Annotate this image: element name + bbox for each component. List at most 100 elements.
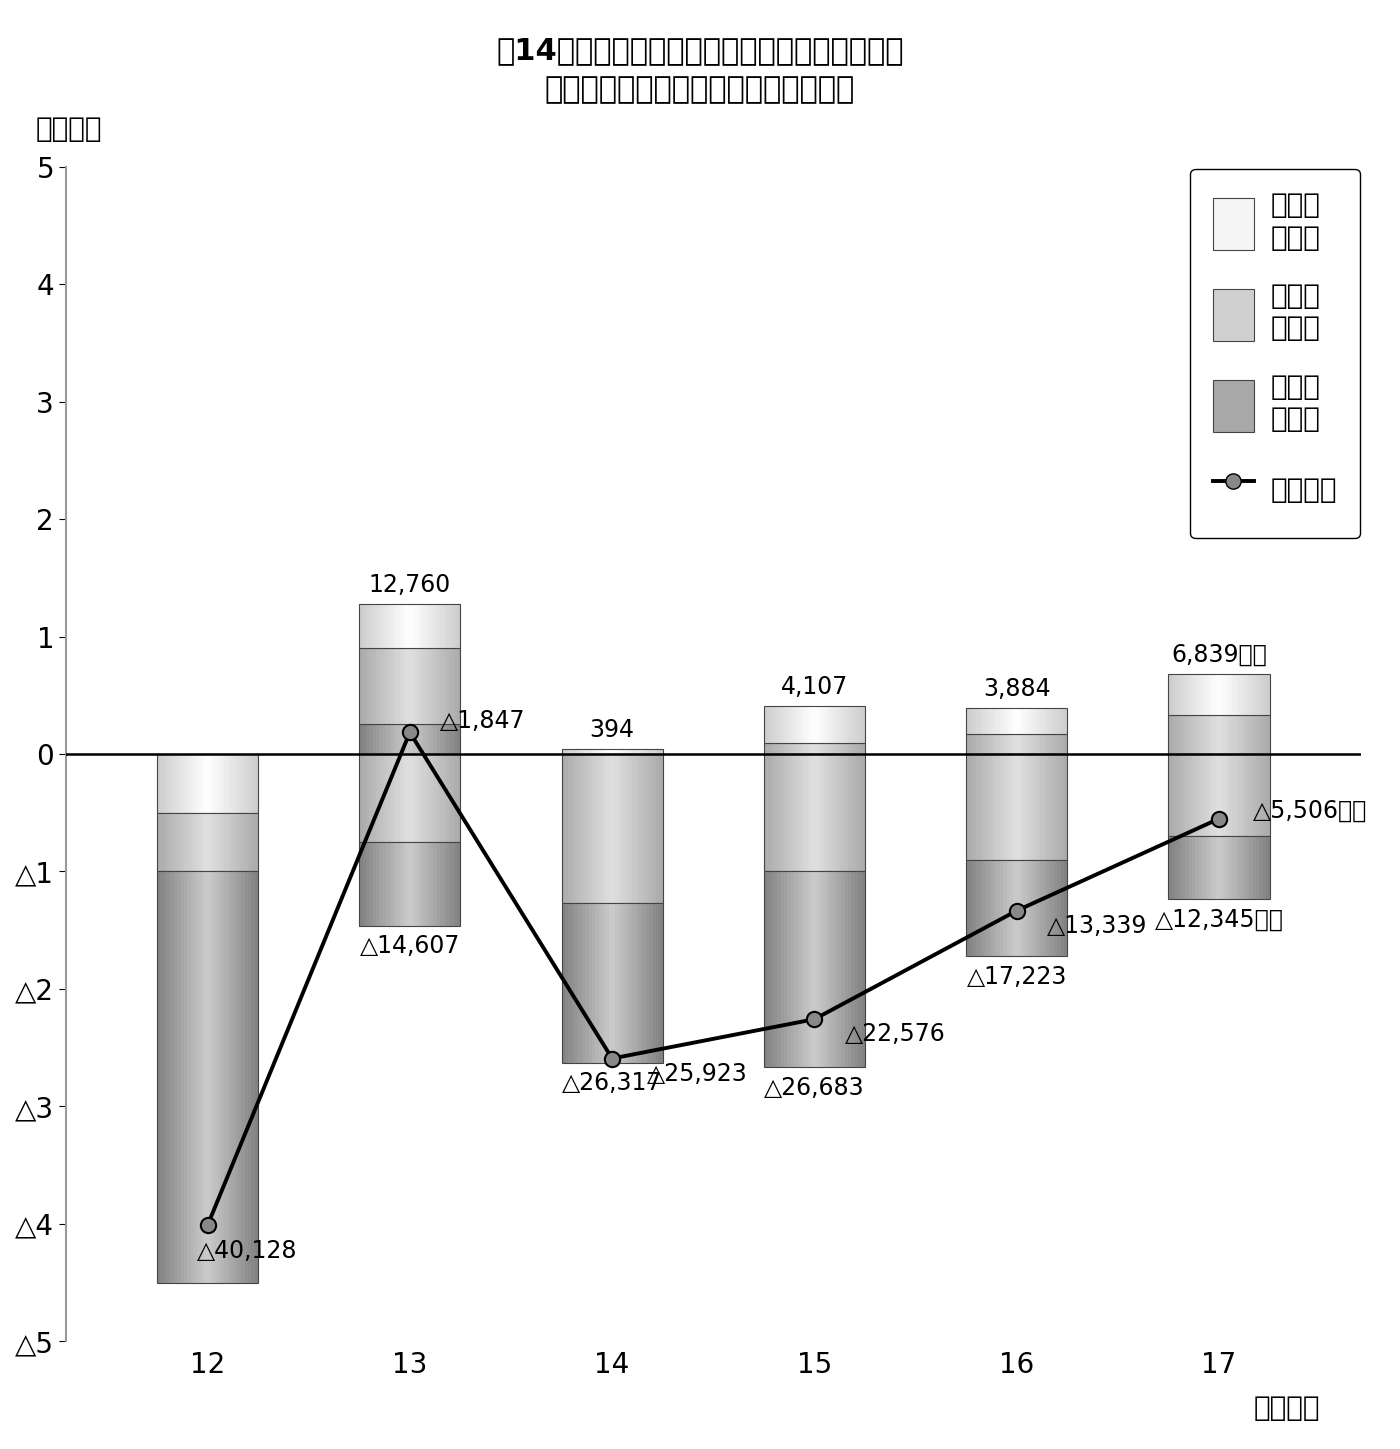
Bar [804,743,808,753]
Bar [183,753,188,813]
Bar [822,706,825,743]
Bar [231,871,235,1282]
Bar [808,743,811,753]
Bar [1253,674,1256,714]
Bar [798,743,801,753]
Bar [1208,753,1212,836]
Bar [252,871,255,1282]
Bar [839,706,841,743]
Bar [1169,714,1270,753]
Bar [764,871,865,1068]
Bar [1256,753,1260,836]
Bar [650,753,652,903]
Bar [804,871,808,1068]
Bar [1203,836,1205,898]
Bar [841,753,844,871]
Bar [781,743,784,753]
Bar [382,842,386,926]
Bar [1186,714,1189,753]
Bar [993,709,997,735]
Bar [605,753,609,903]
Bar [1043,709,1047,735]
Bar [444,724,447,753]
Bar [451,724,454,753]
Bar [410,724,413,753]
Bar [784,743,787,753]
Bar [582,749,585,753]
Bar [844,706,848,743]
Bar [360,604,461,648]
Bar [1186,674,1189,714]
Bar [855,743,858,753]
Bar [973,709,976,735]
Bar [427,604,430,648]
Bar [396,724,400,753]
Bar [1222,674,1226,714]
Bar [200,753,204,813]
Bar [456,753,461,842]
Bar [834,743,839,753]
Bar [983,709,987,735]
Bar [451,753,454,842]
Bar [815,871,818,1068]
Bar [1191,714,1196,753]
Bar [437,724,440,753]
Bar [1246,836,1249,898]
Bar [774,743,777,753]
Bar [1212,836,1215,898]
Bar [1266,674,1270,714]
Bar [238,753,241,813]
Bar [1023,709,1026,735]
Bar [839,743,841,753]
Bar [171,813,174,871]
Bar [1222,753,1226,836]
Bar [440,753,444,842]
Bar [1263,836,1266,898]
Bar [1208,714,1212,753]
Bar [633,749,636,753]
Bar [360,724,461,753]
Bar [1023,735,1026,753]
Bar [1239,836,1243,898]
Bar [774,706,777,743]
Bar [1004,735,1007,753]
Bar [993,753,997,859]
Bar [609,903,612,1064]
Bar [1054,859,1057,956]
Bar [248,753,252,813]
Bar [440,724,444,753]
Bar [815,743,818,753]
Bar [997,709,1000,735]
Bar [365,842,370,926]
Bar [403,724,406,753]
Bar [190,753,195,813]
Bar [777,753,781,871]
Bar [377,604,379,648]
Bar [1229,836,1232,898]
Bar [451,604,454,648]
Bar [781,706,784,743]
Bar [406,604,410,648]
Bar [386,842,389,926]
Bar [1000,735,1004,753]
Bar [406,648,410,724]
Bar [1000,753,1004,859]
Bar [1243,753,1246,836]
Bar [983,859,987,956]
Bar [973,753,976,859]
Bar [245,813,248,871]
Bar [1203,674,1205,714]
Bar [851,743,855,753]
Bar [1219,674,1222,714]
Bar [427,753,430,842]
Bar [248,871,252,1282]
Bar [245,753,248,813]
Bar [636,749,638,753]
Bar [764,753,767,871]
Bar [1215,836,1219,898]
Bar [1023,859,1026,956]
Bar [379,753,382,842]
Legend: その他
の経費, 義務的
経　費, 投資的
経　費, 純増減額: その他 の経費, 義務的 経 費, 投資的 経 費, 純増減額 [1190,170,1359,538]
Bar [1236,674,1239,714]
Bar [1061,735,1064,753]
